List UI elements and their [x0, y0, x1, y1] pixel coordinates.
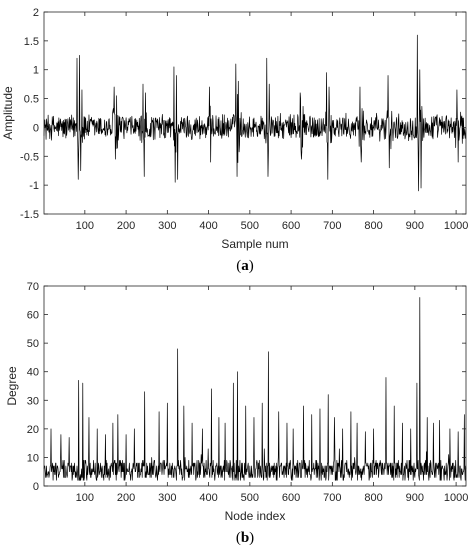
amplitude-series-line	[43, 34, 467, 192]
degree-x-axis-title: Node index	[225, 509, 286, 523]
x-tick-label: 700	[323, 220, 341, 232]
amplitude-plot-frame	[43, 11, 467, 215]
y-tick-label: 2	[33, 7, 39, 19]
x-tick-label: 500	[241, 492, 259, 504]
x-tick-label: 300	[158, 492, 176, 504]
x-tick-label: 1000	[444, 492, 468, 504]
degree-plot-frame	[43, 285, 467, 487]
x-tick-label: 200	[117, 220, 135, 232]
y-tick-label: -0.5	[20, 151, 39, 163]
y-tick-label: 0.5	[24, 94, 39, 106]
amplitude-x-axis-title: Sample num	[221, 237, 288, 251]
x-tick-label: 800	[364, 220, 382, 232]
amplitude-signal-layer	[43, 34, 467, 192]
panel-caption-a: (a)	[236, 258, 254, 274]
x-tick-label: 600	[282, 492, 300, 504]
y-tick-label: 10	[27, 452, 39, 464]
x-tick-label: 1000	[444, 220, 468, 232]
y-tick-label: -1	[29, 180, 39, 192]
x-tick-label: 200	[117, 492, 135, 504]
y-tick-label: 50	[27, 338, 39, 350]
y-tick-label: 20	[27, 424, 39, 436]
caption-letter-a: a	[241, 258, 249, 274]
x-tick-label: 100	[76, 220, 94, 232]
y-tick-label: 40	[27, 367, 39, 379]
y-tick-label: 1.5	[24, 36, 39, 48]
y-tick-label: 60	[27, 310, 39, 322]
y-tick-label: 1	[33, 65, 39, 77]
x-tick-label: 800	[364, 492, 382, 504]
x-tick-label: 400	[199, 220, 217, 232]
y-tick-label: -1.5	[20, 209, 39, 221]
amplitude-tick-layer: 100 200 300 400 500 600 700 800 900 1000 -1.5 -1 -0.…	[20, 7, 468, 232]
y-tick-label: 30	[27, 395, 39, 407]
amplitude-y-axis-title: Amplitude	[1, 86, 15, 140]
degree-signal-layer	[43, 297, 467, 481]
chart-amplitude: 100 200 300 400 500 600 700 800 900 1000 -1.5 -1 -0.…	[1, 7, 468, 274]
x-tick-label: 700	[323, 492, 341, 504]
x-tick-label: 900	[406, 492, 424, 504]
x-tick-label: 500	[241, 220, 259, 232]
degree-tick-layer: 100 200 300 400 500 600 700 800 900 1000 0 10 20 30 40…	[27, 281, 469, 504]
y-tick-label: 0	[33, 481, 39, 493]
degree-series-line	[43, 297, 467, 481]
x-tick-label: 300	[158, 220, 176, 232]
caption-letter-b: b	[241, 530, 249, 546]
y-tick-label: 0	[33, 122, 39, 134]
degree-y-axis-title: Degree	[5, 366, 19, 406]
chart-degree: 100 200 300 400 500 600 700 800 900 1000 0 10 20 30 40…	[5, 281, 468, 546]
x-tick-label: 900	[406, 220, 424, 232]
panel-caption-b: (b)	[236, 530, 254, 546]
x-tick-label: 600	[282, 220, 300, 232]
x-tick-label: 100	[76, 492, 94, 504]
x-tick-label: 400	[199, 492, 217, 504]
y-tick-label: 70	[27, 281, 39, 293]
